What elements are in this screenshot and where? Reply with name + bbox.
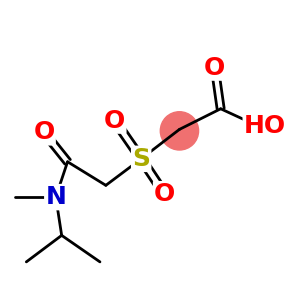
Text: O: O [33,120,55,144]
Circle shape [160,112,199,150]
Text: O: O [104,109,125,133]
Text: O: O [204,56,225,80]
Text: N: N [45,185,66,209]
Text: HO: HO [244,114,286,138]
Text: O: O [154,182,175,206]
Text: S: S [132,147,150,171]
